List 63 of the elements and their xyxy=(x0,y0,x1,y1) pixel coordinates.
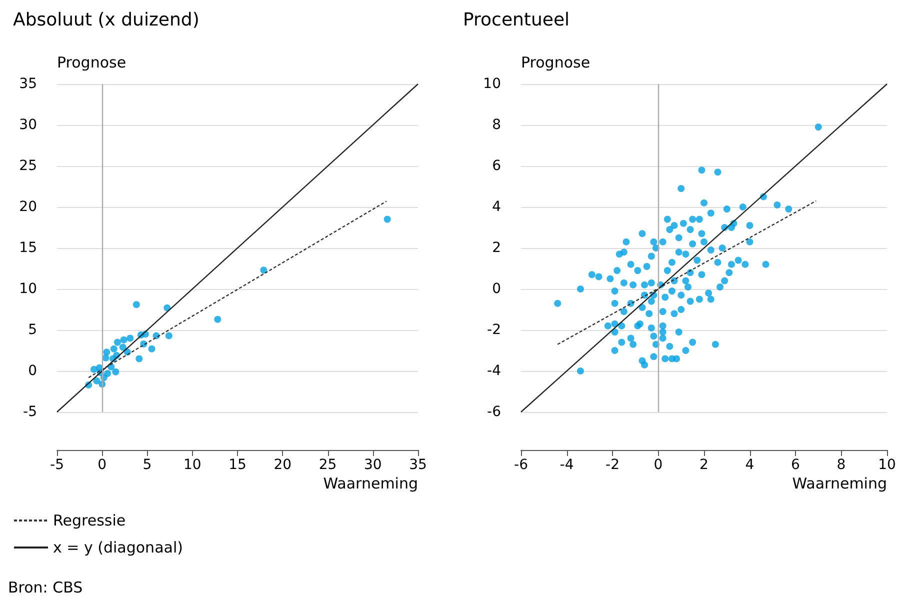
x-tick-label: -4 xyxy=(560,457,574,473)
x-tick-label: 0 xyxy=(98,457,107,473)
point xyxy=(120,336,128,344)
y-tick-label: 0 xyxy=(492,281,501,297)
point xyxy=(148,345,156,352)
x-tick-label: 0 xyxy=(654,457,663,473)
x-tick-label: 15 xyxy=(228,457,246,473)
legend-label: Regressie xyxy=(53,512,126,530)
x-tick-label: 4 xyxy=(745,457,754,473)
point xyxy=(260,266,268,274)
y-tick-label: 25 xyxy=(19,158,37,174)
y-axis-title: Prognose xyxy=(57,54,126,72)
point xyxy=(136,355,143,362)
x-tick-label: 8 xyxy=(836,457,846,473)
point xyxy=(90,366,98,373)
point xyxy=(214,316,222,323)
x-tick-label: 25 xyxy=(318,457,337,473)
text: Bron: CBS xyxy=(8,578,83,596)
point xyxy=(110,345,118,352)
legend-label: x = y (diagonaal) xyxy=(53,538,183,556)
point xyxy=(104,370,112,377)
y-tick-label: 6 xyxy=(492,158,502,174)
point xyxy=(103,348,110,356)
x-tick-label: 10 xyxy=(183,457,202,473)
point xyxy=(165,332,172,340)
x-tick-label: 30 xyxy=(364,457,382,473)
x-tick-label: 5 xyxy=(142,457,152,473)
x-tick-label: -5 xyxy=(50,457,64,473)
y-tick-label: 35 xyxy=(19,76,37,92)
y-tick-label: 20 xyxy=(19,199,37,215)
x-tick-label: 2 xyxy=(700,457,708,473)
y-tick-label: -2 xyxy=(487,322,501,338)
y-tick-label: 15 xyxy=(19,240,37,256)
y-tick-label: 4 xyxy=(492,199,502,215)
x-tick-label: -2 xyxy=(606,457,620,473)
x-tick-label: -6 xyxy=(514,457,528,473)
x-tick-label: 6 xyxy=(791,457,800,473)
x-tick-label: 10 xyxy=(878,457,896,473)
y-tick-label: 30 xyxy=(19,117,37,133)
point xyxy=(114,338,121,346)
x-axis-title: Waarneming xyxy=(792,474,887,492)
y-tick-label: 0 xyxy=(28,363,37,379)
y-tick-label: 8 xyxy=(492,117,501,133)
y-tick-label: 10 xyxy=(483,76,501,92)
chart-title: Absoluut (x duizend) xyxy=(13,10,200,30)
y-tick-label: 5 xyxy=(28,322,37,338)
point xyxy=(119,344,126,351)
y-tick-label: 10 xyxy=(19,281,37,297)
y-tick-label: -4 xyxy=(487,363,502,379)
point xyxy=(132,301,140,308)
chart-title: Procentueel xyxy=(463,10,570,30)
point xyxy=(102,354,110,362)
y-tick-label: -5 xyxy=(23,404,37,420)
y-tick-label: 2 xyxy=(492,240,501,256)
x-tick-label: 35 xyxy=(409,457,427,473)
point xyxy=(126,334,134,342)
x-tick-label: 20 xyxy=(274,457,292,473)
x-axis-title: Waarneming xyxy=(323,474,418,492)
y-tick-label: -6 xyxy=(487,404,502,420)
point xyxy=(93,377,100,384)
y-axis-title: Prognose xyxy=(521,54,590,72)
point xyxy=(384,216,391,223)
point xyxy=(112,368,120,376)
